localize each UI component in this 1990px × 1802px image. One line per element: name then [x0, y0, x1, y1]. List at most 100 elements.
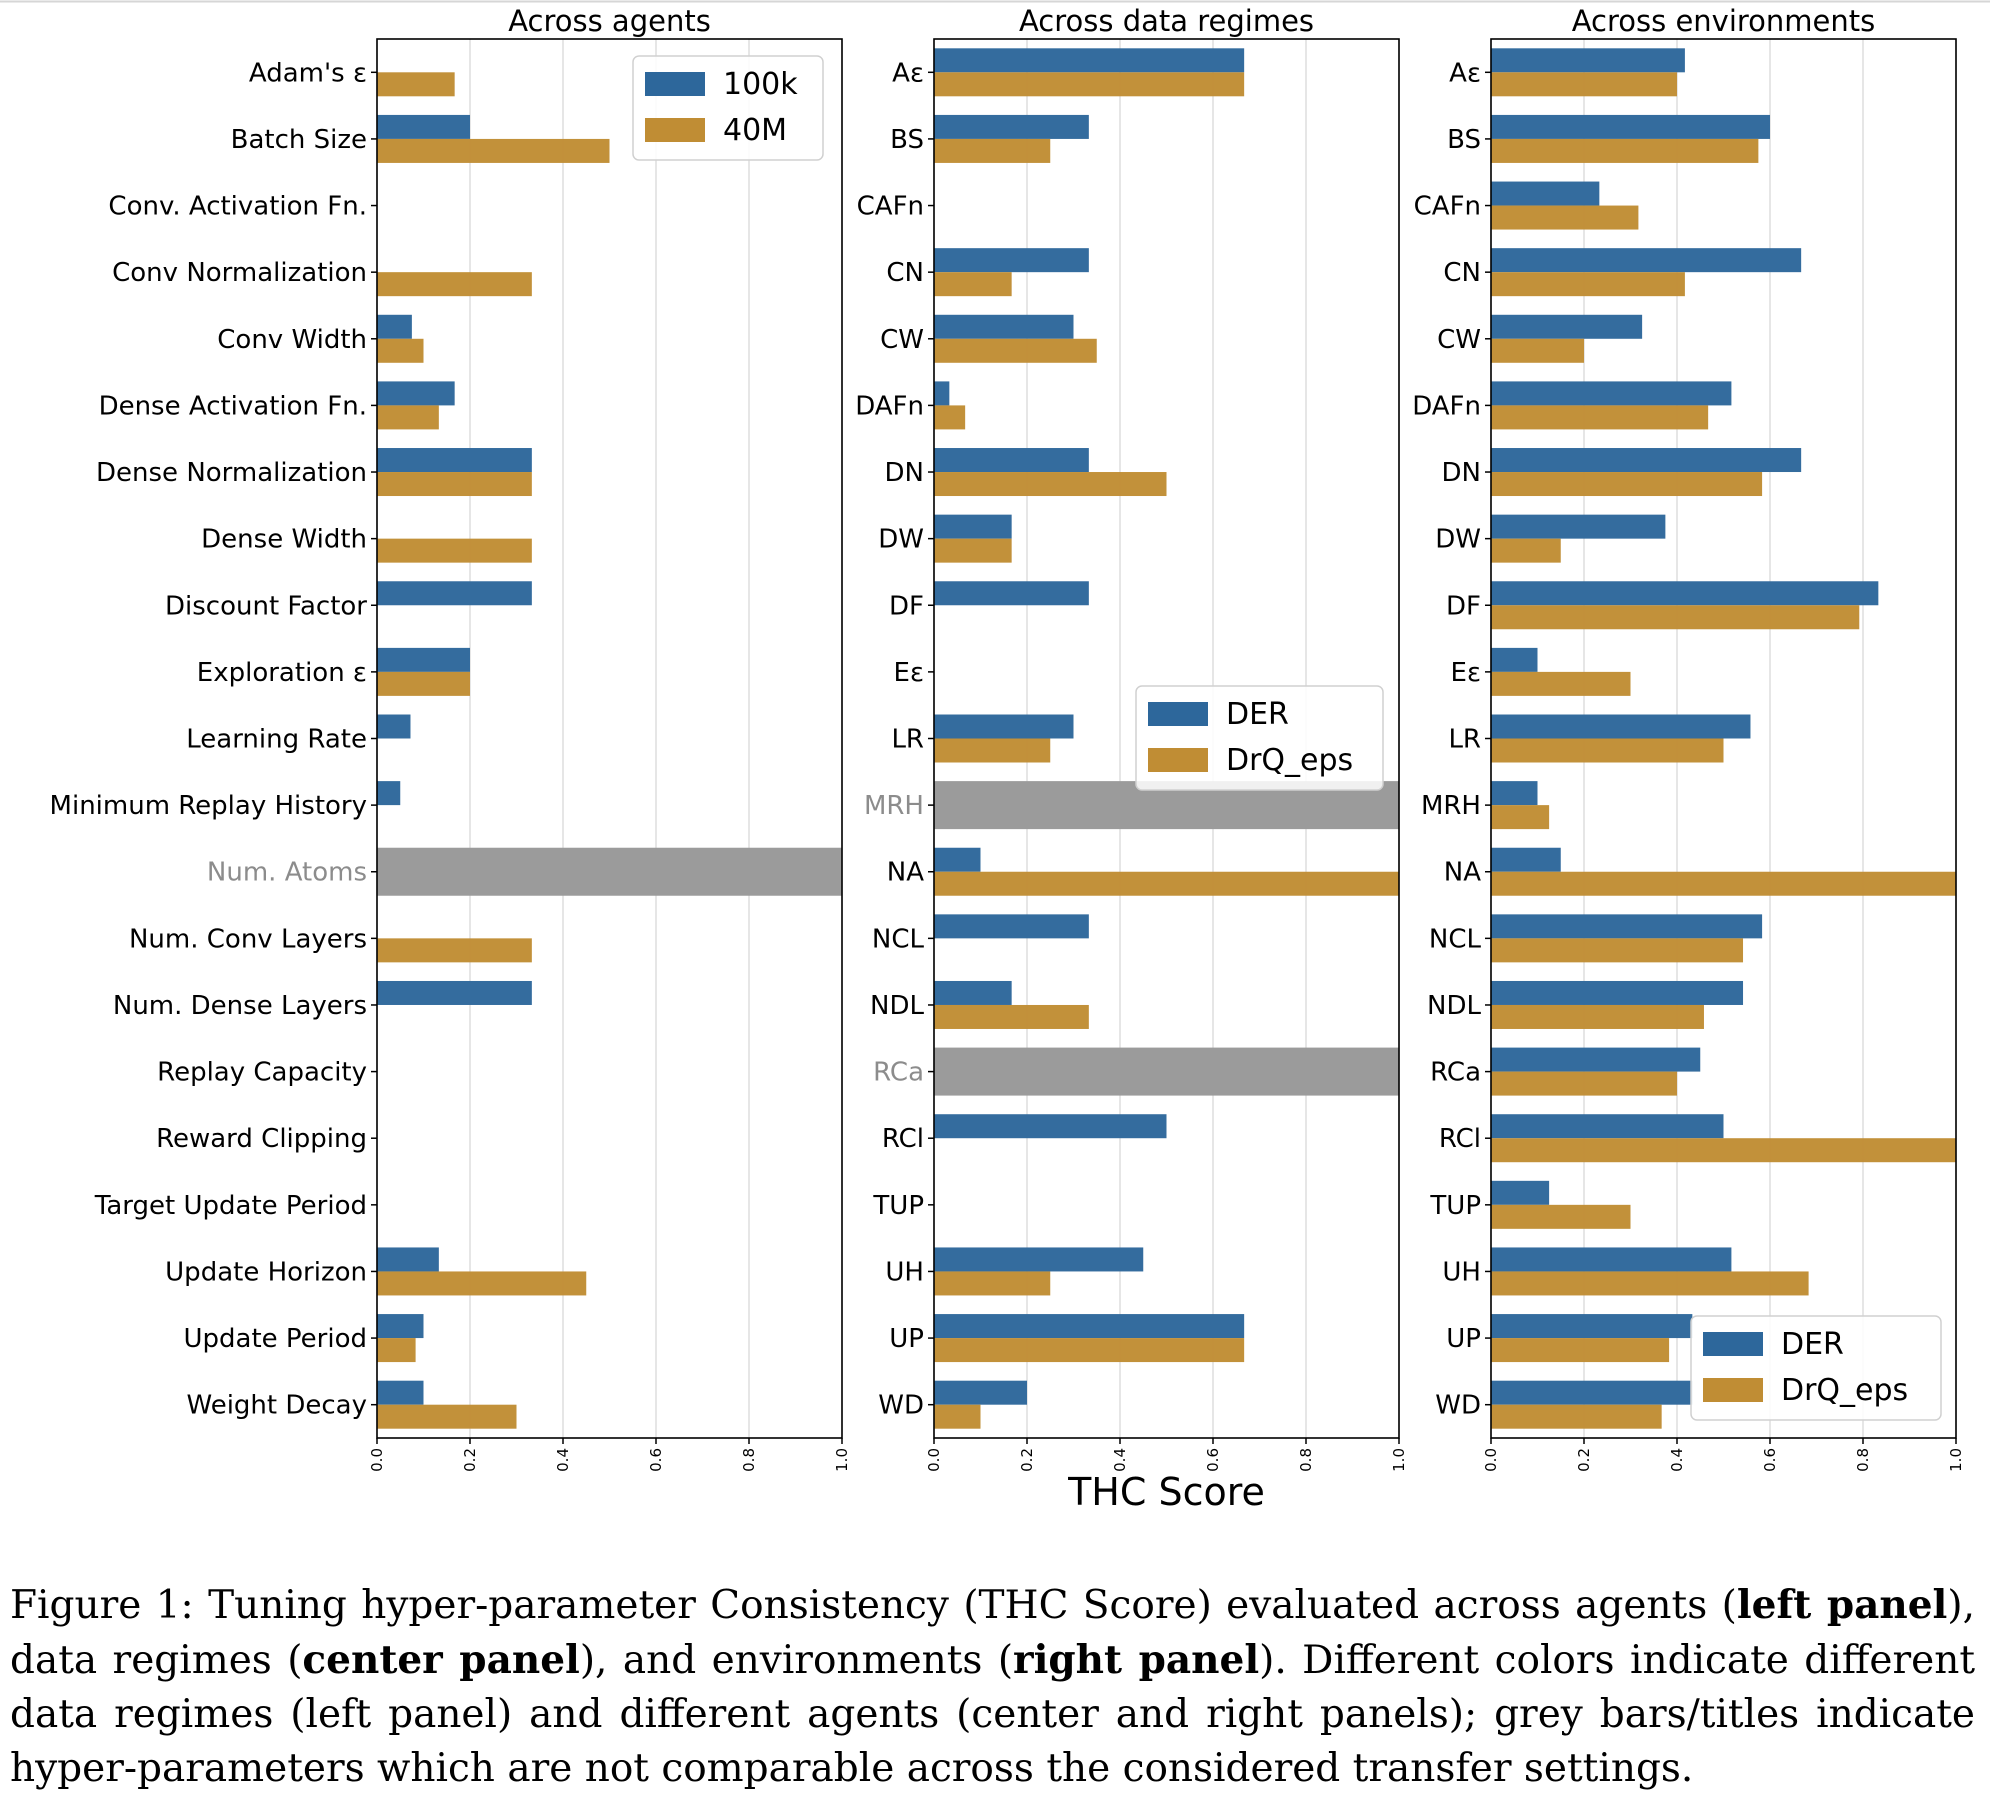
bar: [1491, 472, 1763, 497]
bar: [1491, 1047, 1701, 1072]
bar: [934, 1338, 1245, 1363]
category-label: Target Update Period: [94, 1191, 367, 1221]
bar: [1491, 72, 1677, 97]
category-label: DF: [1446, 591, 1481, 621]
category-label: Weight Decay: [187, 1391, 367, 1421]
caption-text-2: ), data regimes (: [10, 1583, 1975, 1683]
category-label: CAFn: [1414, 192, 1481, 222]
bar: [1491, 272, 1685, 297]
category-label: UP: [889, 1324, 924, 1354]
x-tick-label: 0.2: [461, 1448, 479, 1472]
bar: [934, 72, 1245, 97]
bar: [377, 381, 455, 406]
bar: [934, 338, 1097, 363]
bar: [1491, 538, 1561, 563]
category-label: DN: [1442, 458, 1481, 488]
category-label: Num. Atoms: [207, 858, 367, 888]
x-tick-label: 0.0: [925, 1448, 943, 1472]
x-tick-label: 0.0: [1482, 1448, 1500, 1472]
category-label: Batch Size: [231, 125, 367, 155]
bar: [1491, 1247, 1732, 1272]
bar: [934, 538, 1012, 563]
bar: [377, 581, 532, 606]
category-label: Minimum Replay History: [50, 791, 367, 821]
bar: [1491, 871, 1956, 896]
panel-1: Adam's ε Batch Size Conv. Activation Fn. Co…: [50, 4, 851, 1472]
legend-label: 40M: [723, 113, 787, 148]
bar: [1491, 338, 1584, 363]
x-tick-label: 0.8: [1297, 1448, 1315, 1472]
bar: [377, 338, 424, 363]
x-axis-label: THC Score: [1067, 1470, 1265, 1514]
bar: [934, 581, 1089, 606]
category-label: RCa: [1430, 1058, 1481, 1088]
bar: [1491, 1138, 1956, 1163]
x-tick-label: 0.0: [368, 1448, 386, 1472]
bar: [377, 647, 470, 672]
x-tick-label: 1.0: [1390, 1448, 1408, 1472]
bar: [1491, 1071, 1677, 1096]
x-tick-label: 0.6: [647, 1448, 665, 1472]
bar: [934, 714, 1074, 739]
category-label: Eε: [1451, 658, 1481, 688]
bar: [377, 72, 455, 97]
bar: [1491, 671, 1631, 696]
bar: [1491, 181, 1600, 206]
bar: [1491, 1180, 1550, 1205]
category-label: Num. Dense Layers: [113, 991, 367, 1021]
panel-3: Aε BS CAFn CN CW DAFn DN DW DF Eε LR MRH NA NCL NDL RCa…: [1412, 4, 1965, 1472]
caption-text-1: Figure 1: Tuning hyper-parameter Consist…: [10, 1583, 1737, 1628]
category-label: MRH: [864, 791, 924, 821]
bar: [934, 1247, 1144, 1272]
bar: [377, 1271, 587, 1296]
bar: [1491, 1338, 1670, 1363]
category-label: CW: [880, 325, 924, 355]
bar: [1491, 314, 1643, 339]
category-label: Dense Width: [201, 525, 367, 555]
category-label: Replay Capacity: [157, 1058, 367, 1088]
bar: [377, 1247, 439, 1272]
panel-title: Across agents: [508, 4, 711, 38]
category-label: NCL: [872, 924, 925, 954]
bar: [377, 714, 411, 739]
category-label: CN: [886, 258, 924, 288]
caption-text-4: ). Different colors indicate different d…: [10, 1638, 1975, 1791]
bar: [1491, 514, 1666, 539]
category-label: MRH: [1421, 791, 1481, 821]
bar: [934, 405, 966, 430]
legend-label: DrQ_eps: [1781, 1373, 1908, 1408]
bar: [934, 472, 1167, 497]
category-label: CAFn: [857, 192, 924, 222]
plot-frame: [376, 38, 843, 1439]
category-label: CW: [1437, 325, 1481, 355]
bar: [1491, 381, 1732, 406]
panel-title: Across data regimes: [1019, 4, 1314, 38]
bar: [934, 272, 1012, 297]
category-label: Exploration ε: [197, 658, 367, 688]
bar: [1491, 48, 1685, 73]
caption-bold-center: center panel: [302, 1637, 580, 1683]
category-label: Conv Width: [217, 325, 367, 355]
bar: [377, 1380, 424, 1405]
category-label: BS: [890, 125, 924, 155]
bar: [1491, 1404, 1662, 1429]
x-tick-label: 0.6: [1761, 1448, 1779, 1472]
bar: [934, 514, 1012, 539]
legend-label: DrQ_eps: [1226, 743, 1353, 778]
bar: [1491, 805, 1550, 830]
category-label: CN: [1443, 258, 1481, 288]
x-tick-label: 1.0: [1947, 1448, 1965, 1472]
x-tick-label: 0.4: [554, 1448, 572, 1472]
category-label: RCl: [882, 1124, 924, 1154]
bar: [934, 138, 1051, 163]
bar: [934, 248, 1089, 273]
bar: [934, 448, 1089, 473]
bar: [1491, 647, 1538, 672]
category-label: DAFn: [855, 391, 924, 421]
panel-2: Aε BS CAFn CN CW DAFn DN DW DF Eε LR MRH NA NCL NDL RCa…: [855, 4, 1408, 1514]
category-label: RCl: [1439, 1124, 1481, 1154]
category-label: DW: [1435, 525, 1481, 555]
category-label: Conv Normalization: [112, 258, 367, 288]
bar: [1491, 938, 1744, 963]
category-label: Eε: [894, 658, 924, 688]
